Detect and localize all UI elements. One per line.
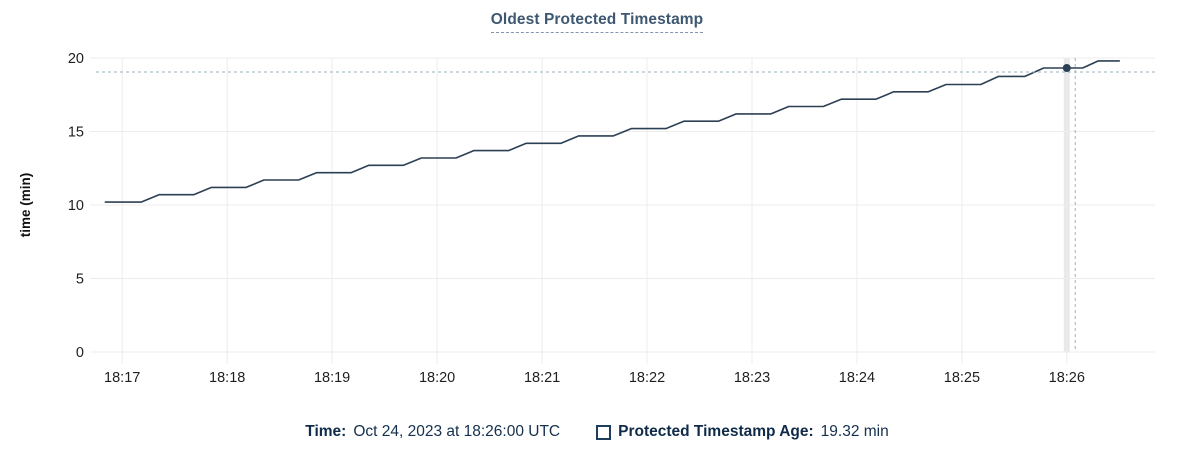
y-axis-label: time (min) xyxy=(18,173,33,238)
x-tick-label: 18:21 xyxy=(524,370,560,386)
y-tick-label: 20 xyxy=(68,51,84,67)
chart-title[interactable]: Oldest Protected Timestamp xyxy=(490,11,704,33)
x-tick-label: 18:20 xyxy=(419,370,455,386)
legend-item-protected-timestamp-age[interactable]: Protected Timestamp Age: 19.32 min xyxy=(596,421,889,443)
series-line-protected-timestamp-age xyxy=(104,60,1121,203)
chart-title-row: Oldest Protected Timestamp xyxy=(0,11,1194,33)
time-label: Time: xyxy=(305,423,347,440)
y-tick-label: 10 xyxy=(68,198,84,214)
y-tick-label: 15 xyxy=(68,125,84,141)
legend-value: 19.32 min xyxy=(820,423,889,440)
y-tick-label: 0 xyxy=(76,345,84,361)
x-tick-label: 18:25 xyxy=(944,370,980,386)
x-tick-label: 18:24 xyxy=(839,370,875,386)
timeseries-chart[interactable]: 0 5 10 15 20 18:17 18:18 18:19 18:20 18:21 18:22 18… xyxy=(0,0,1194,410)
hover-point xyxy=(1062,64,1071,72)
chart-footer: Time: Oct 24, 2023 at 18:26:00 UTC Prote… xyxy=(0,421,1194,443)
x-tick-label: 18:22 xyxy=(629,370,665,386)
time-value: Oct 24, 2023 at 18:26:00 UTC xyxy=(353,423,561,440)
x-tick-label: 18:17 xyxy=(104,370,140,386)
x-tick-label: 18:23 xyxy=(734,370,770,386)
x-tick-label: 18:26 xyxy=(1049,370,1085,386)
legend-checkbox-icon[interactable] xyxy=(596,424,612,440)
legend-label: Protected Timestamp Age: xyxy=(618,423,814,440)
x-tick-label: 18:18 xyxy=(209,370,245,386)
y-tick-label: 5 xyxy=(76,272,84,288)
x-tick-label: 18:19 xyxy=(314,370,350,386)
